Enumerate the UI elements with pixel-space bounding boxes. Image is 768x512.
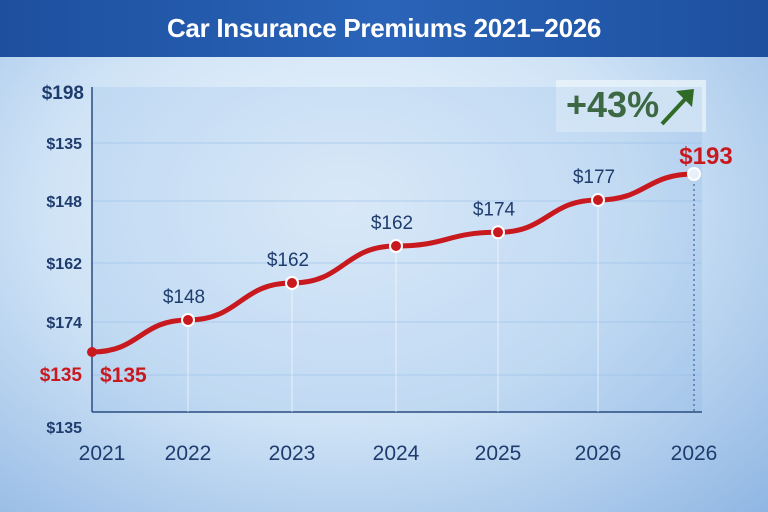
y-tick-label: $198 (42, 83, 84, 104)
up-arrow-icon (660, 89, 694, 126)
data-point (687, 167, 701, 181)
y-tick-label: $174 (46, 315, 82, 332)
data-point (285, 276, 299, 290)
data-label: $162 (371, 213, 413, 234)
y-tick-label: $135 (46, 136, 82, 153)
y-tick-label: $148 (46, 194, 82, 211)
y-tick-label: $135 (40, 365, 83, 386)
data-label: $162 (267, 250, 309, 271)
y-tick-label: $162 (46, 256, 82, 273)
x-tick-label: 2025 (475, 442, 522, 465)
data-label: $174 (473, 199, 516, 220)
x-tick-label: 2021 (79, 442, 126, 465)
data-label: $193 (679, 143, 732, 170)
data-point (591, 193, 605, 207)
x-tick-label: 2024 (373, 442, 420, 465)
data-label: $177 (573, 167, 615, 188)
chart-title: Car Insurance Premiums 2021–2026 (166, 13, 602, 43)
data-point (87, 347, 97, 357)
x-tick-label: 2022 (165, 442, 212, 465)
data-label: $135 (100, 364, 147, 387)
title-bar: Car Insurance Premiums 2021–2026 (0, 0, 768, 57)
x-tick-label: 2026 (575, 442, 622, 465)
data-point (389, 239, 403, 253)
data-point (181, 313, 195, 327)
y-tick-label: $135 (46, 420, 82, 437)
data-point (491, 225, 505, 240)
annotation-percent: +43% (566, 84, 659, 126)
x-tick-label: 2026 (671, 442, 718, 465)
x-tick-label: 2023 (269, 442, 316, 465)
data-label: $148 (163, 287, 205, 308)
